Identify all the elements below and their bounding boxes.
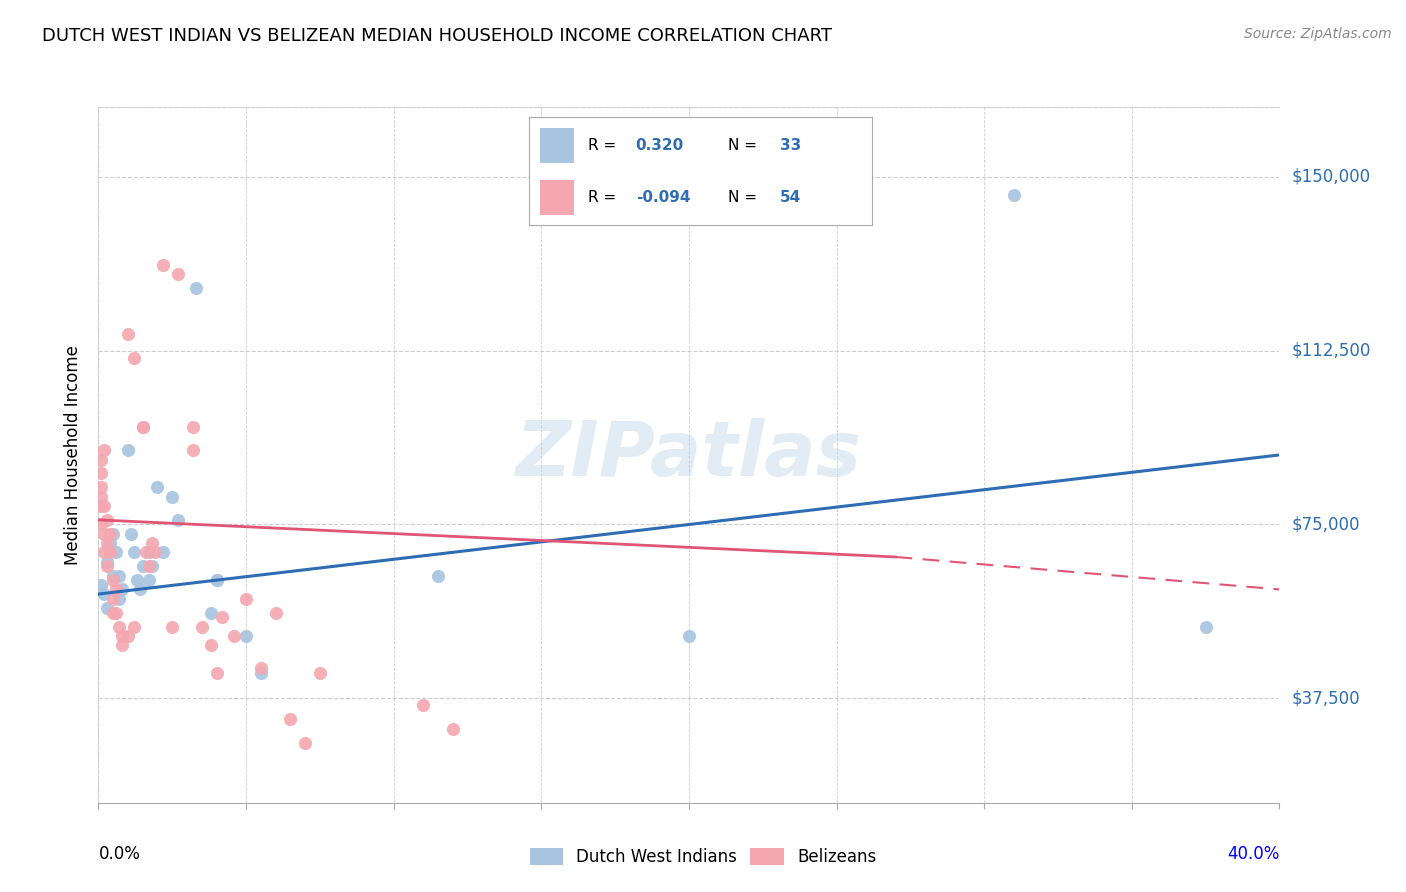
Point — [235, 629, 257, 643]
Text: $75,000: $75,000 — [1291, 516, 1360, 533]
Text: $112,500: $112,500 — [1291, 342, 1371, 359]
Point — [135, 545, 157, 559]
Point — [205, 665, 228, 680]
Point — [111, 629, 134, 643]
Point — [132, 420, 155, 434]
Point — [167, 267, 190, 281]
Point — [181, 443, 204, 458]
Point — [122, 619, 145, 633]
Point — [103, 591, 125, 606]
Point — [1195, 619, 1218, 633]
Point — [143, 545, 166, 559]
Legend: Dutch West Indians, Belizeans: Dutch West Indians, Belizeans — [522, 840, 884, 875]
Point — [108, 591, 131, 606]
Point — [162, 619, 183, 633]
Text: $150,000: $150,000 — [1291, 168, 1371, 186]
Point — [278, 712, 302, 726]
Point — [191, 619, 214, 633]
Point — [111, 582, 134, 597]
Point — [181, 420, 204, 434]
Point — [90, 499, 112, 513]
Point — [105, 606, 128, 620]
Point — [93, 587, 115, 601]
Point — [200, 606, 222, 620]
Point — [264, 606, 287, 620]
Point — [138, 545, 160, 559]
Point — [122, 351, 145, 365]
Point — [90, 480, 112, 494]
Point — [132, 559, 155, 574]
Point — [93, 443, 115, 458]
Point — [98, 536, 121, 550]
Point — [412, 698, 434, 713]
Point — [90, 490, 112, 504]
Point — [103, 606, 125, 620]
Point — [235, 591, 257, 606]
Point — [103, 526, 125, 541]
Text: ZIPatlas: ZIPatlas — [516, 418, 862, 491]
Y-axis label: Median Household Income: Median Household Income — [65, 345, 83, 565]
Point — [250, 665, 273, 680]
Point — [141, 536, 163, 550]
Point — [427, 568, 450, 582]
Point — [111, 638, 134, 652]
Point — [250, 661, 273, 675]
Point — [90, 517, 112, 532]
Point — [678, 629, 700, 643]
Point — [125, 573, 148, 587]
Point — [96, 559, 118, 574]
Point — [93, 545, 115, 559]
Text: 0.0%: 0.0% — [98, 845, 141, 863]
Point — [108, 568, 131, 582]
Point — [184, 281, 207, 295]
Point — [138, 573, 160, 587]
Text: 40.0%: 40.0% — [1227, 845, 1279, 863]
Point — [1002, 188, 1025, 202]
Point — [96, 536, 118, 550]
Point — [309, 665, 332, 680]
Point — [146, 480, 169, 494]
Point — [117, 327, 139, 342]
Point — [96, 513, 118, 527]
Point — [105, 545, 128, 559]
Point — [93, 499, 115, 513]
Point — [162, 490, 183, 504]
Point — [294, 735, 316, 749]
Point — [224, 629, 246, 643]
Point — [167, 513, 190, 527]
Point — [120, 526, 142, 541]
Point — [98, 526, 121, 541]
Point — [98, 545, 121, 559]
Point — [122, 545, 145, 559]
Point — [205, 573, 228, 587]
Point — [200, 638, 222, 652]
Point — [96, 601, 118, 615]
Point — [441, 722, 464, 736]
Point — [211, 610, 233, 624]
Point — [141, 559, 163, 574]
Point — [138, 559, 160, 574]
Point — [103, 573, 125, 587]
Point — [96, 555, 118, 569]
Point — [205, 573, 228, 587]
Point — [132, 420, 155, 434]
Point — [90, 467, 112, 481]
Point — [117, 629, 139, 643]
Text: Source: ZipAtlas.com: Source: ZipAtlas.com — [1244, 27, 1392, 41]
Point — [105, 582, 128, 597]
Text: DUTCH WEST INDIAN VS BELIZEAN MEDIAN HOUSEHOLD INCOME CORRELATION CHART: DUTCH WEST INDIAN VS BELIZEAN MEDIAN HOU… — [42, 27, 832, 45]
Point — [152, 258, 174, 272]
Point — [93, 526, 115, 541]
Point — [90, 452, 112, 467]
Point — [108, 619, 131, 633]
Point — [103, 568, 125, 582]
Text: $37,500: $37,500 — [1291, 690, 1360, 707]
Point — [90, 578, 112, 592]
Point — [117, 443, 139, 458]
Point — [128, 582, 150, 597]
Point — [152, 545, 174, 559]
